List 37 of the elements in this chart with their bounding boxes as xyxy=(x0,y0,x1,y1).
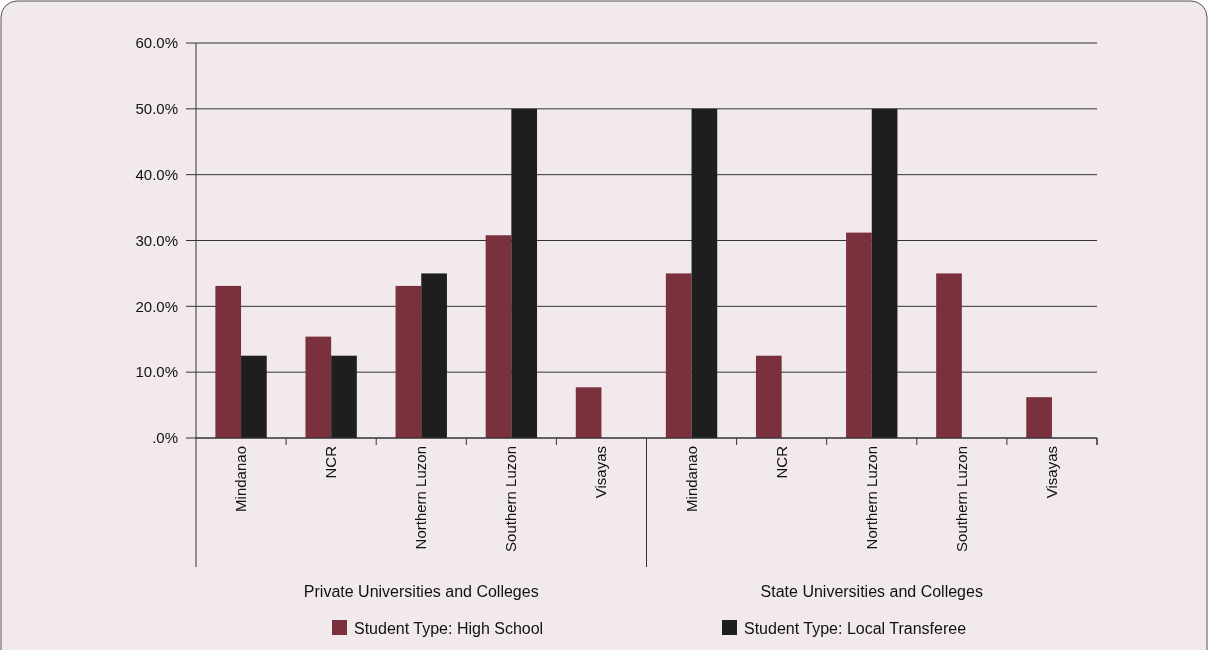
y-tick-label: 30.0% xyxy=(135,231,178,249)
bar xyxy=(511,108,538,438)
x-tick-label: Southern Luzon xyxy=(952,446,970,552)
y-tick-label: 10.0% xyxy=(135,363,178,381)
bar xyxy=(871,108,898,438)
bar xyxy=(485,235,512,438)
bar xyxy=(846,232,872,438)
y-tick-label: 40.0% xyxy=(135,165,178,183)
x-tick-label: Northern Luzon xyxy=(862,446,880,550)
x-tick-label: Mindanao xyxy=(682,446,700,512)
bar xyxy=(421,273,447,438)
bar xyxy=(395,285,422,438)
x-tick-label: NCR xyxy=(772,445,790,479)
text: Private Universities and Colleges xyxy=(303,583,539,600)
bar xyxy=(936,273,962,438)
bar xyxy=(691,108,718,438)
x-tick-label: Southern Luzon xyxy=(502,446,520,552)
y-tick-label: 20.0% xyxy=(135,297,178,315)
y-tick-label: 60.0% xyxy=(135,34,178,52)
y-tick-label: 50.0% xyxy=(135,100,178,118)
bar xyxy=(755,355,782,438)
bar xyxy=(241,355,267,438)
bar xyxy=(215,285,242,438)
legend-label: Student Type: High School xyxy=(354,619,544,637)
legend-label: Student Type: Local Transferee xyxy=(744,619,967,637)
y-tick-label: .0% xyxy=(152,429,178,447)
bar xyxy=(665,273,692,438)
bar xyxy=(305,336,332,438)
bar xyxy=(1026,397,1052,438)
text: State Universities and Colleges xyxy=(760,583,983,600)
x-tick-label: Visayas xyxy=(592,446,610,499)
x-tick-label: Visayas xyxy=(1042,446,1060,499)
x-tick-label: Mindanao xyxy=(232,446,250,512)
x-tick-label: Northern Luzon xyxy=(412,446,430,550)
bar xyxy=(575,387,602,438)
bar xyxy=(331,355,357,438)
x-tick-label: NCR xyxy=(322,445,340,479)
